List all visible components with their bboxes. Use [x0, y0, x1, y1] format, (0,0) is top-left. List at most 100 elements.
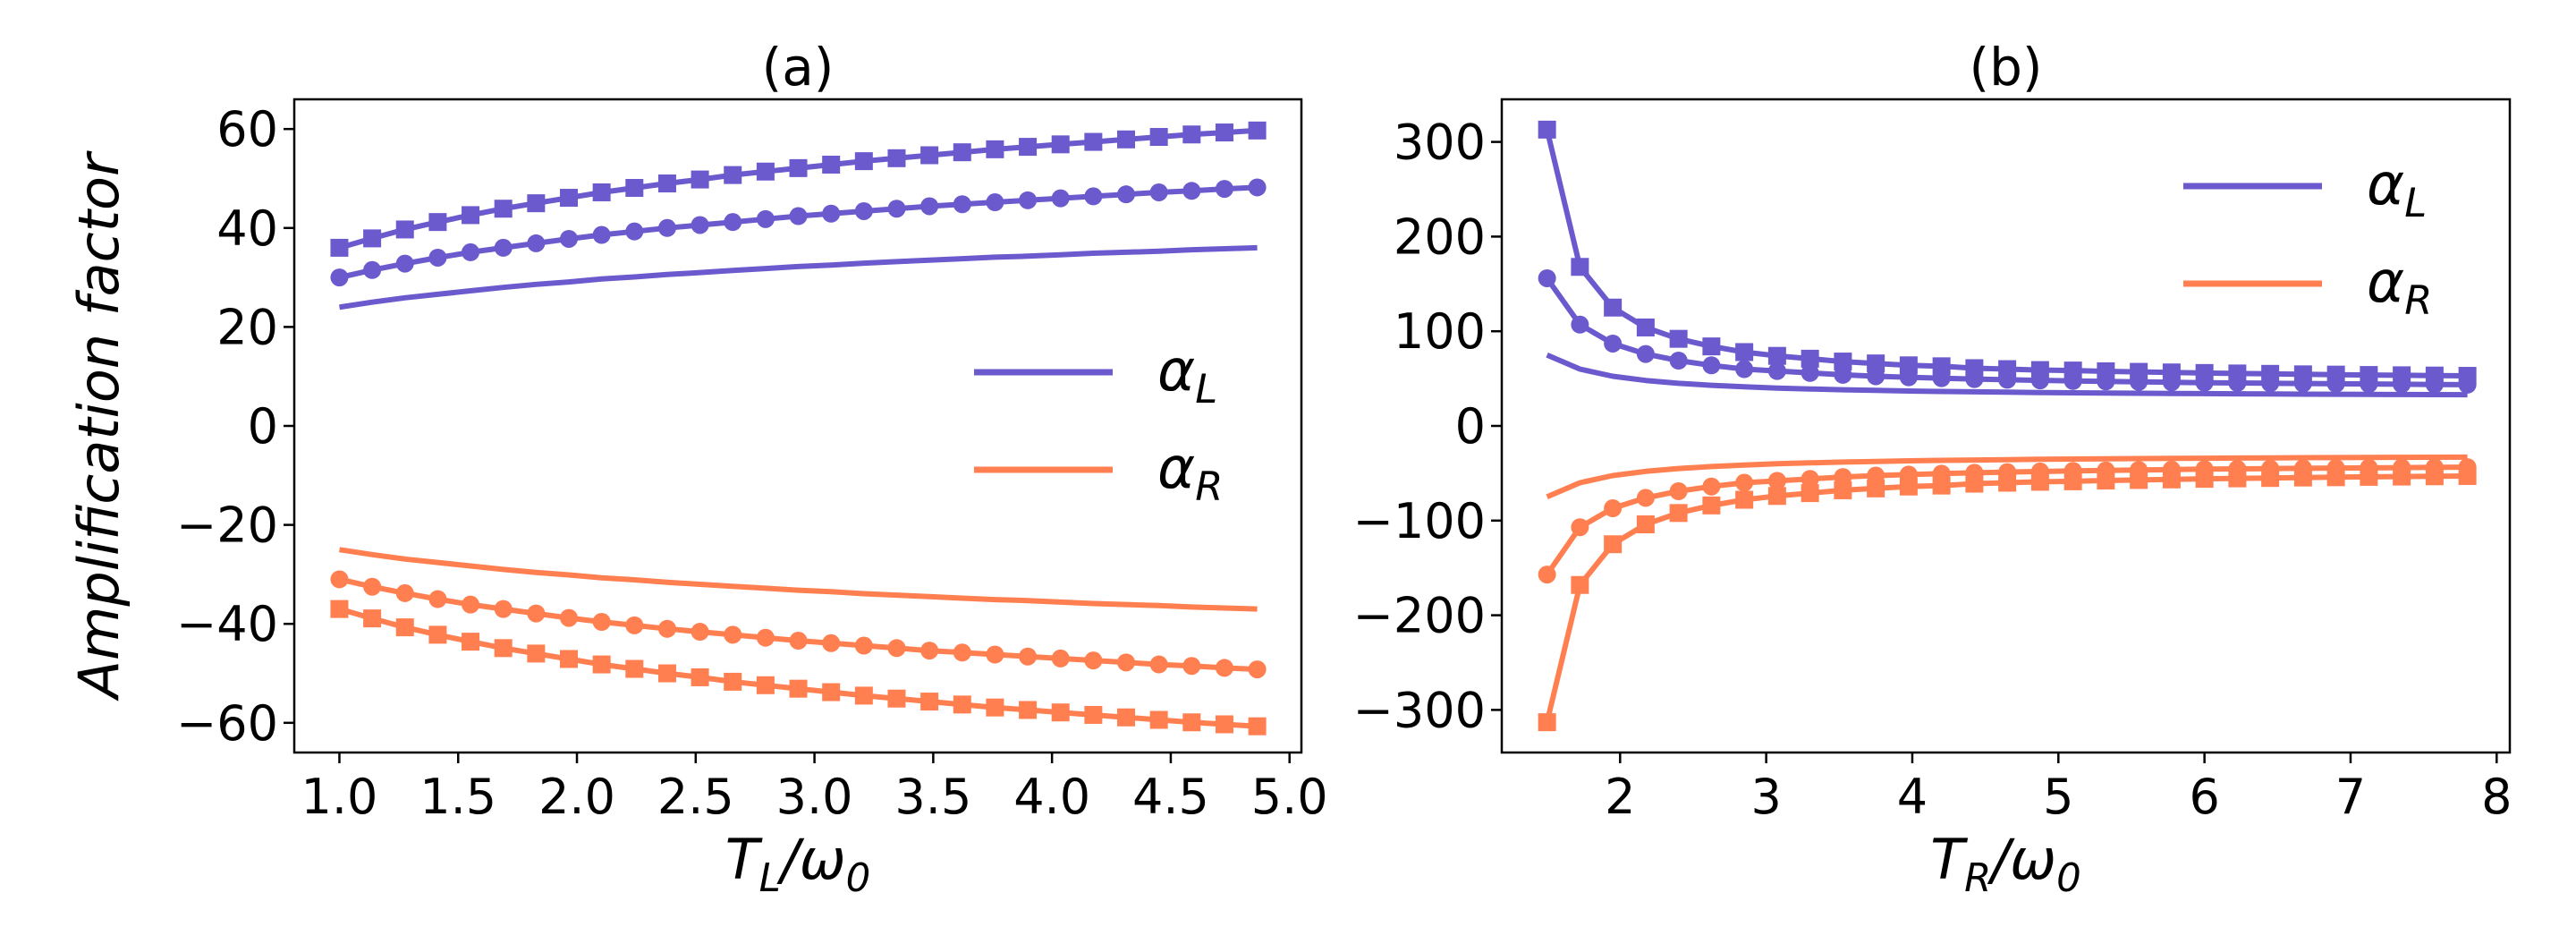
square-marker	[1117, 130, 1136, 149]
circle-marker	[625, 616, 644, 634]
y-tick-label: 0	[248, 398, 278, 455]
circle-marker	[920, 642, 939, 660]
legend-label: αR	[2367, 250, 2432, 324]
circle-marker	[1215, 180, 1233, 199]
circle-marker	[1149, 655, 1168, 674]
square-marker	[953, 143, 971, 162]
square-marker	[2195, 470, 2214, 489]
y-tick-label: 0	[1455, 398, 1486, 455]
series-alpha-L-squares	[330, 121, 1267, 257]
legend-sub: R	[2404, 276, 2432, 324]
square-marker	[363, 609, 382, 628]
circle-marker	[1019, 191, 1038, 209]
circle-marker	[395, 583, 414, 602]
circle-marker	[494, 600, 513, 618]
circle-marker	[2130, 372, 2148, 391]
square-marker	[756, 162, 775, 181]
circle-marker	[2458, 375, 2477, 394]
square-marker	[1571, 575, 1589, 594]
x-tick-label: 5.0	[1251, 769, 1328, 825]
square-marker	[1669, 504, 1688, 523]
square-marker	[559, 189, 578, 208]
circle-marker	[1182, 657, 1201, 676]
square-marker	[1636, 515, 1655, 534]
square-marker	[2228, 469, 2247, 488]
series-line	[339, 547, 1258, 612]
x-tick-label: 5	[2043, 769, 2073, 825]
x-label-sub2: 0	[2056, 856, 2081, 901]
y-tick-label: 20	[216, 299, 278, 355]
circle-marker	[691, 216, 709, 234]
series-alpha-R-circles	[330, 570, 1267, 679]
circle-marker	[887, 200, 906, 218]
circle-marker	[953, 195, 971, 214]
circle-marker	[1084, 651, 1103, 670]
series-line	[339, 244, 1258, 310]
square-marker	[1051, 703, 1070, 722]
circle-marker	[1636, 344, 1655, 363]
circle-marker	[1801, 363, 1819, 382]
circle-marker	[2195, 373, 2214, 392]
y-tick-label: 60	[216, 101, 278, 157]
x-tick-label: 3.5	[894, 769, 971, 825]
chart-title: (b)	[1969, 37, 2042, 98]
circle-marker	[462, 242, 480, 261]
square-marker	[330, 238, 349, 257]
square-marker	[1998, 473, 2017, 492]
circle-marker	[1248, 178, 1267, 197]
square-marker	[1735, 490, 1754, 509]
square-marker	[1867, 354, 1885, 373]
square-marker	[1636, 318, 1655, 336]
square-marker	[592, 183, 611, 201]
square-marker	[756, 676, 775, 694]
circle-marker	[527, 234, 546, 252]
square-marker	[1182, 125, 1201, 144]
circle-marker	[1149, 183, 1168, 201]
square-marker	[395, 618, 414, 637]
series-alpha-R-circles	[1538, 458, 2477, 584]
circle-marker	[1117, 185, 1136, 204]
square-marker	[724, 166, 742, 184]
x-axis-label: TR/ω0	[1930, 827, 2080, 901]
square-marker	[1215, 123, 1233, 142]
square-marker	[1604, 298, 1623, 317]
square-marker	[2425, 467, 2444, 486]
square-marker	[2293, 468, 2312, 487]
square-marker	[1735, 343, 1754, 361]
square-marker	[2162, 470, 2181, 489]
circle-marker	[1834, 365, 1852, 384]
x-label-sub: L	[759, 856, 781, 901]
circle-marker	[887, 639, 906, 658]
circle-marker	[2030, 371, 2049, 390]
circle-marker	[1182, 182, 1201, 200]
square-marker	[1051, 135, 1070, 154]
circle-marker	[428, 590, 447, 608]
legend-label: αR	[1157, 436, 1223, 510]
square-marker	[2326, 468, 2345, 487]
x-tick-label: 4.0	[1013, 769, 1090, 825]
circle-marker	[2162, 373, 2181, 392]
square-marker	[724, 672, 742, 691]
y-tick-label: −300	[1353, 682, 1486, 738]
circle-marker	[330, 570, 349, 589]
y-tick-label: 100	[1394, 303, 1486, 360]
circle-marker	[724, 625, 742, 644]
square-marker	[462, 206, 480, 225]
square-marker	[527, 194, 546, 213]
circle-marker	[1767, 472, 1786, 490]
circle-marker	[363, 577, 382, 596]
circle-marker	[363, 260, 382, 279]
circle-marker	[854, 201, 873, 220]
circle-marker	[330, 268, 349, 287]
x-tick-label: 8	[2481, 769, 2512, 825]
square-marker	[428, 625, 447, 644]
circle-marker	[986, 193, 1004, 212]
square-marker	[330, 600, 349, 618]
circle-marker	[494, 238, 513, 257]
square-marker	[363, 229, 382, 248]
square-marker	[1019, 701, 1038, 719]
square-marker	[1801, 484, 1819, 503]
circle-marker	[1702, 356, 1721, 375]
